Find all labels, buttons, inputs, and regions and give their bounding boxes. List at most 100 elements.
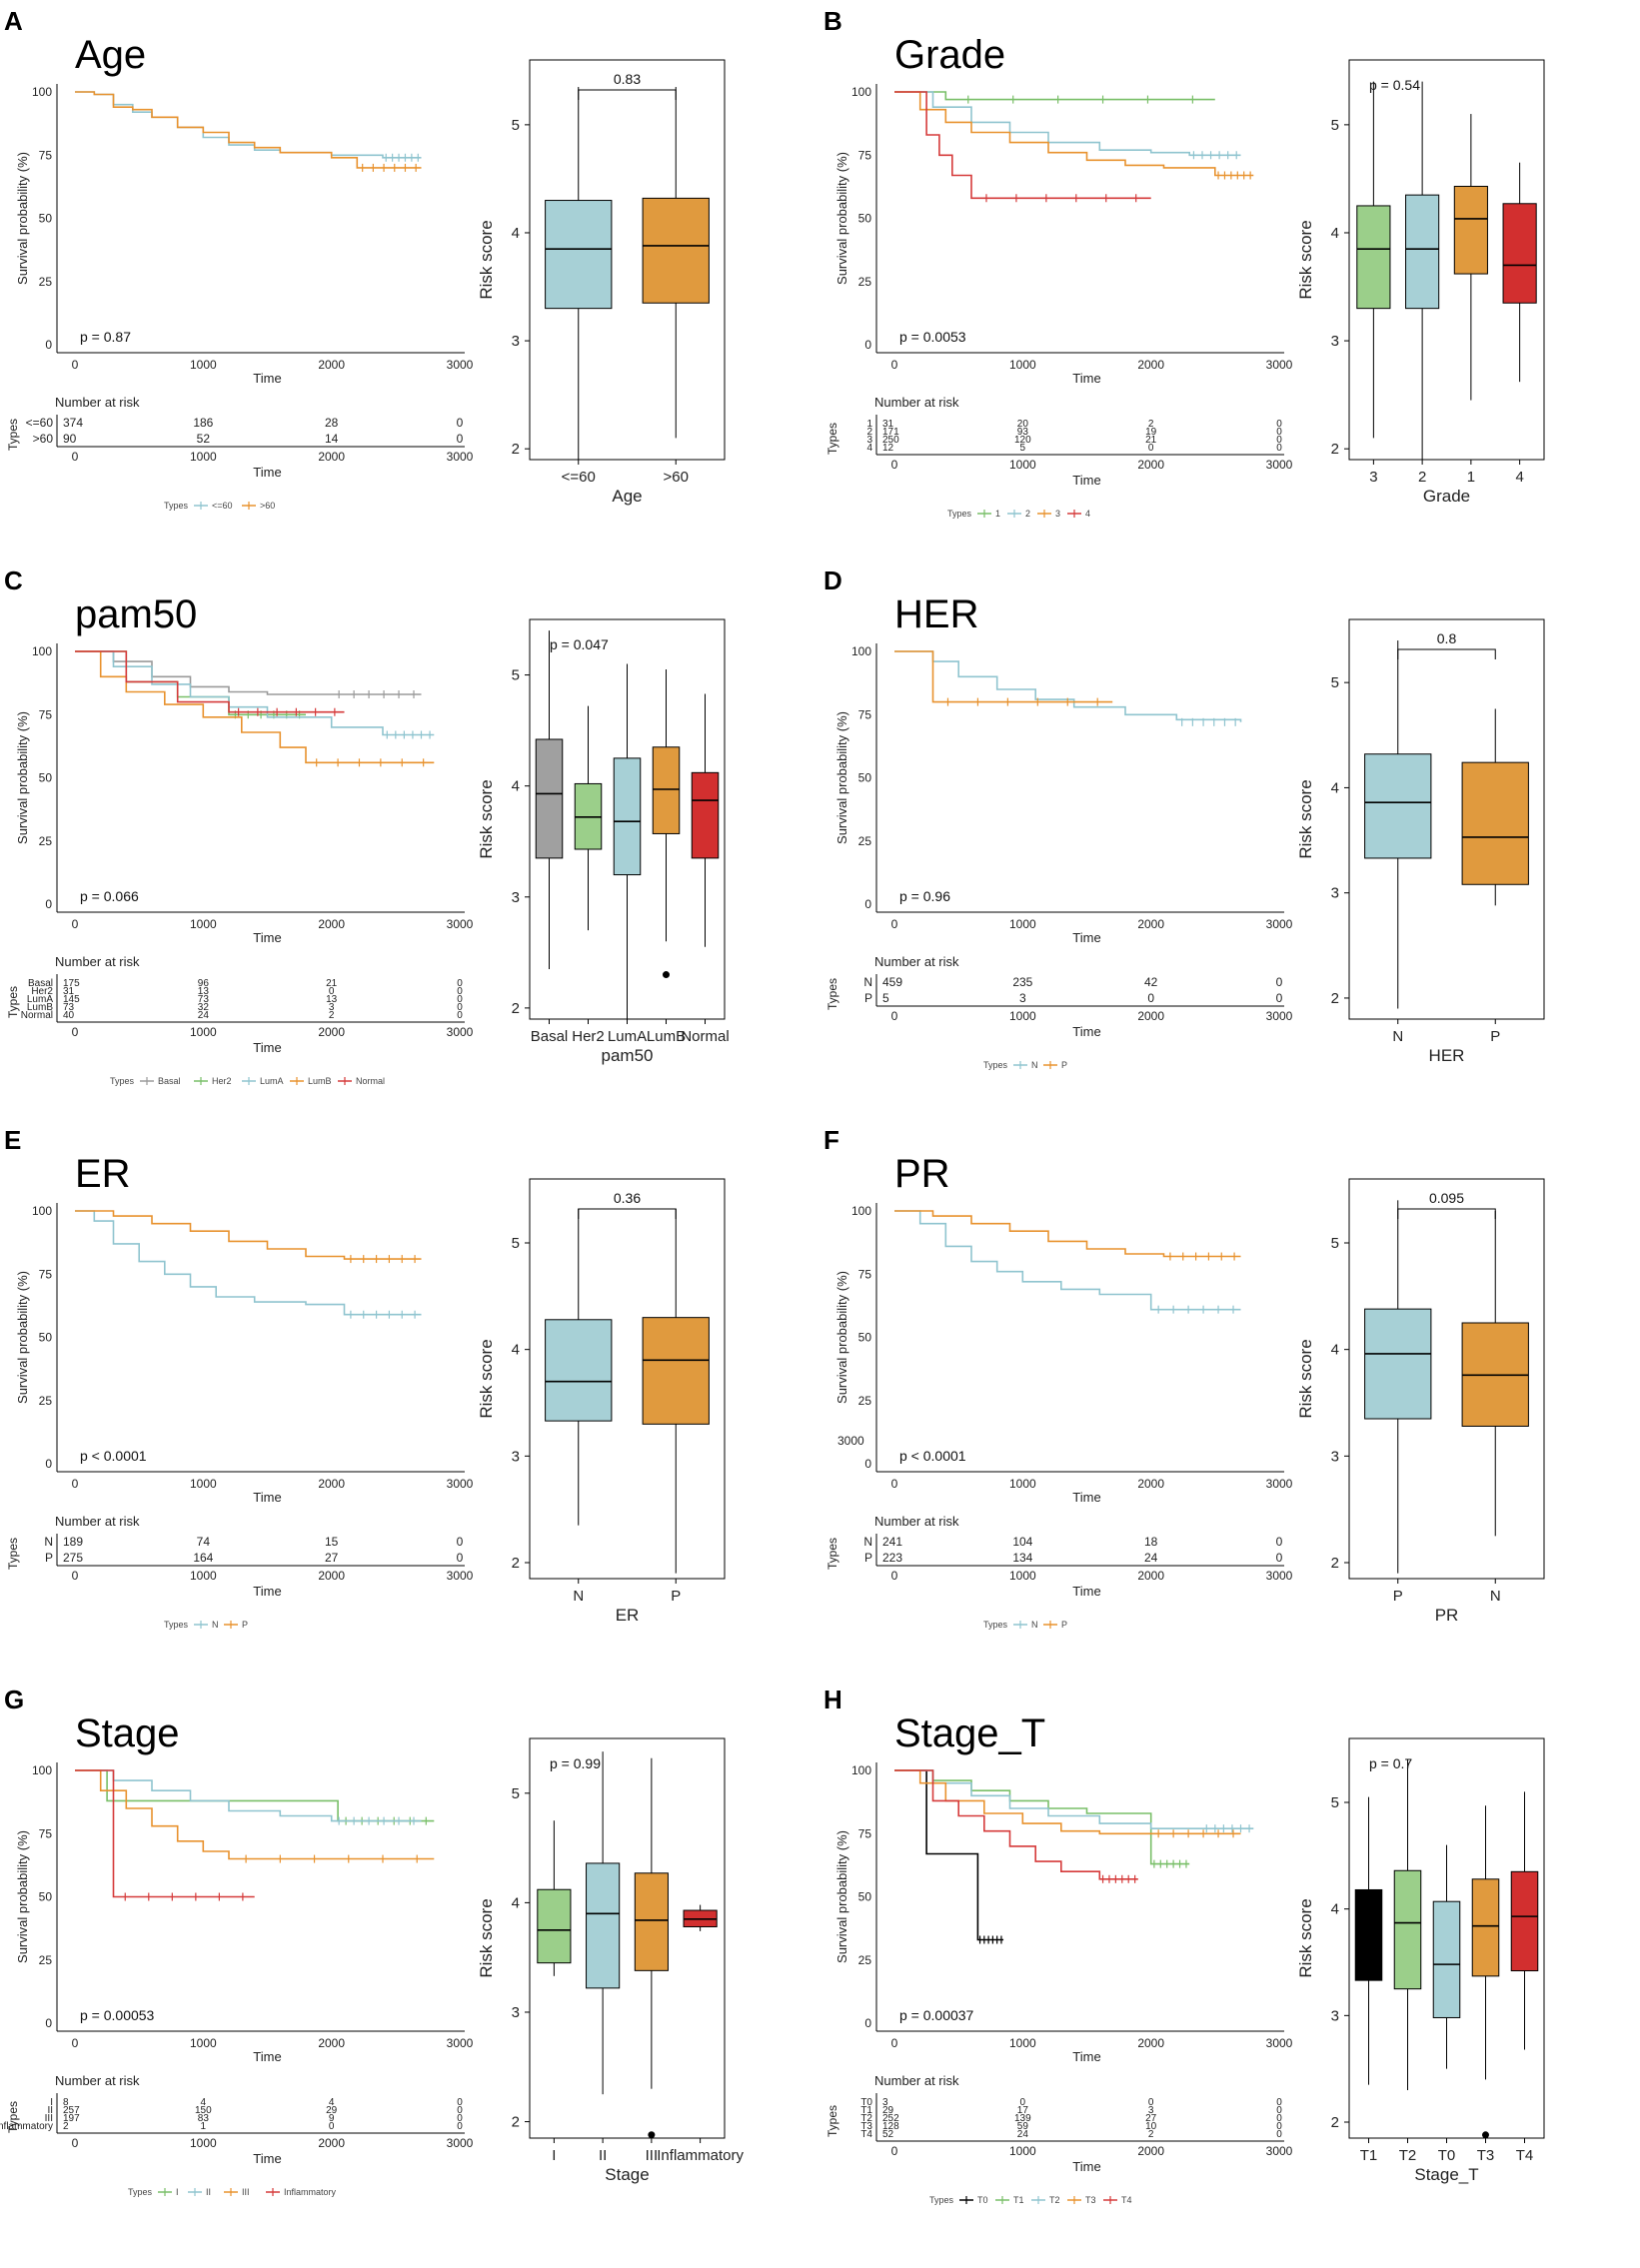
risk-cell: 10 (1145, 2121, 1157, 2132)
box-ii (586, 1862, 621, 1989)
risk-cell: 252 (882, 2113, 899, 2124)
km-y-tick-label: 100 (32, 1204, 52, 1218)
risk-x-tick-label: 3000 (447, 1025, 474, 1039)
boxplot-y-tick-label: 3 (512, 2004, 520, 2021)
legend-item-label: LumA (260, 1076, 284, 1086)
risk-cell: 13 (326, 994, 338, 1005)
legend-item-label: Basal (158, 1076, 181, 1086)
km-curve-inflammatory (75, 1769, 255, 1898)
risk-x-tick-label: 1000 (1009, 458, 1036, 472)
risk-cell: 52 (882, 2129, 894, 2140)
km-y-tick-label: 25 (858, 275, 872, 289)
box-i (537, 1888, 572, 1964)
risk-cell: 0 (1276, 991, 1283, 1005)
km-censor-marks (362, 163, 417, 172)
legend-item-label: Normal (356, 1076, 385, 1086)
risk-cell: 0 (1276, 2097, 1282, 2108)
risk-cell: 0 (457, 978, 463, 989)
km-y-axis-title: Survival probability (%) (834, 1830, 849, 1963)
risk-cell: 235 (1012, 975, 1032, 989)
boxplot-p-value: 0.83 (614, 71, 641, 87)
boxplot-x-tick-label: <=60 (562, 469, 596, 486)
panel-label: E (4, 1125, 21, 1155)
km-x-tick-label: 1000 (1009, 358, 1036, 372)
risk-cell: 0 (1276, 443, 1282, 454)
risk-cell: 29 (882, 2105, 894, 2116)
legend-item-label: III (242, 2187, 250, 2197)
risk-cell: 0 (1148, 2097, 1154, 2108)
boxplot-y-tick-label: 3 (1331, 1448, 1339, 1465)
risk-cell: 0 (457, 416, 464, 430)
risk-cell: 59 (1017, 2121, 1029, 2132)
risk-cell: 223 (882, 1551, 902, 1565)
risk-cell: 83 (198, 2113, 210, 2124)
boxplot-x-axis-title: Stage_T (1414, 2165, 1478, 2184)
km-x-axis-title: Time (1072, 371, 1100, 386)
risk-row-label: N (863, 975, 872, 989)
km-censor-marks (338, 1816, 415, 1825)
km-x-tick-label: 3000 (1266, 358, 1293, 372)
km-curve-lumb (75, 650, 435, 764)
boxplot-frame (1348, 59, 1545, 461)
km-censor-marks (1101, 1874, 1136, 1883)
box-t1 (1354, 1888, 1383, 1981)
boxplot-x-tick-label: >60 (664, 469, 689, 486)
risk-row-label: T3 (860, 2121, 872, 2132)
risk-cell: 0 (1276, 2105, 1282, 2116)
risk-cell: 0 (457, 1010, 463, 1021)
risk-x-tick-label: 3000 (447, 2136, 474, 2150)
box-<=60 (545, 200, 613, 310)
box-t4 (1510, 1870, 1539, 1972)
risk-row-label: 2 (866, 427, 872, 438)
risk-row-label: Her2 (31, 986, 53, 997)
boxplot-x-tick-label: P (671, 1588, 681, 1605)
legend-item-label: N (1031, 1620, 1038, 1630)
boxplot-y-tick-label: 3 (1331, 333, 1339, 350)
risk-table: Number at risk Types <=60 374 186 28 0 >60 90 52 1… (6, 395, 474, 480)
risk-x-axis-title: Time (253, 465, 281, 480)
risk-x-tick-label: 3000 (1266, 2144, 1293, 2158)
km-legend: Types N P (164, 1620, 248, 1630)
km-censor-marks (946, 697, 1098, 706)
km-censor-marks (985, 194, 1137, 203)
boxplot-y-tick-label: 5 (1331, 1235, 1339, 1252)
km-x-axis-title: Time (253, 371, 281, 386)
risk-table-title: Number at risk (55, 2073, 140, 2088)
box-1 (1453, 185, 1488, 275)
panel-title: ER (75, 1152, 131, 1196)
risk-row-label: LumA (27, 994, 53, 1005)
km-y-tick-label: 75 (39, 1267, 53, 1281)
boxplot-y-tick-label: 5 (1331, 674, 1339, 691)
km-curve-60 (75, 91, 422, 169)
legend-item-label: <=60 (212, 501, 233, 511)
km-x-tick-label: 1000 (190, 1477, 217, 1491)
boxplot-p-value: 0.36 (614, 1190, 641, 1206)
risk-cell: 171 (882, 427, 899, 438)
risk-row-label: P (864, 1551, 872, 1565)
risk-cell: 29 (326, 2105, 338, 2116)
boxplot-y-tick-label: 5 (1331, 117, 1339, 134)
risk-x-tick-label: 1000 (190, 450, 217, 464)
boxplot-y-tick-label: 4 (1331, 779, 1339, 796)
km-x-tick-label: 3000 (447, 1477, 474, 1491)
risk-cell: 0 (329, 986, 335, 997)
boxplot-x-tick-label: P (1393, 1588, 1403, 1605)
km-y-tick-label: 75 (39, 148, 53, 162)
risk-cell: 0 (1276, 1535, 1283, 1549)
km-censor-marks (338, 690, 415, 699)
risk-x-tick-label: 2000 (1137, 1009, 1164, 1023)
significance-bracket (578, 1208, 677, 1219)
risk-x-tick-label: 0 (72, 1025, 79, 1039)
risk-row-label: T0 (860, 2097, 872, 2108)
km-x-tick-label: 2000 (318, 358, 345, 372)
boxplot-y-axis-title: Risk score (1296, 1339, 1315, 1418)
legend-item-label: T3 (1085, 2195, 1096, 2205)
box-iii (634, 1872, 669, 1971)
risk-cell: 0 (457, 994, 463, 1005)
risk-cell: 2 (1148, 419, 1154, 430)
